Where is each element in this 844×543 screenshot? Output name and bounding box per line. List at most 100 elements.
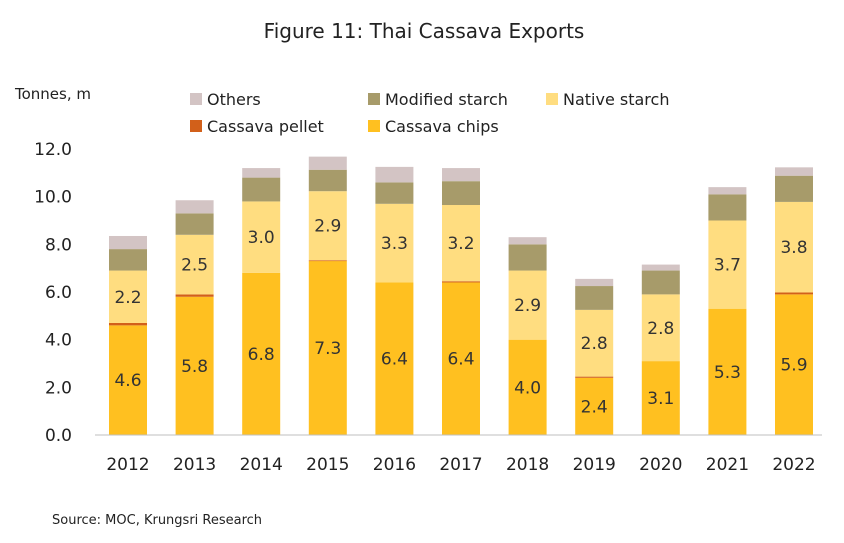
y-tick-label: 12.0 [34, 140, 72, 160]
legend-label-modified-starch: Modified starch [385, 90, 508, 109]
y-tick-label: 6.0 [45, 283, 72, 303]
bar-cassava-chips-2014 [242, 272, 281, 435]
bar-native-starch-2020 [641, 294, 680, 362]
x-tick-label: 2019 [573, 455, 616, 475]
bars [109, 156, 813, 435]
bar-modified-starch-2020 [641, 270, 680, 295]
data-label-native-starch-2018: 2.9 [514, 296, 541, 316]
legend-label-cassava-pellet: Cassava pellet [207, 117, 324, 136]
bar-others-2022 [775, 167, 813, 176]
bar-others-2014 [242, 168, 281, 178]
x-tick-label: 2022 [772, 455, 815, 475]
bar-others-2012 [109, 235, 147, 250]
data-label-native-starch-2019: 2.8 [581, 334, 608, 354]
data-label-cassava-chips-2012: 4.6 [114, 371, 141, 391]
bar-modified-starch-2018 [508, 244, 547, 271]
data-label-native-starch-2020: 2.8 [647, 319, 674, 339]
y-axis-unit-label: Tonnes, m [14, 85, 91, 103]
data-label-cassava-chips-2017: 6.4 [447, 350, 474, 370]
bar-cassava-chips-2018 [508, 339, 547, 435]
bar-native-starch-2016 [375, 203, 414, 283]
bar-others-2021 [708, 187, 747, 195]
data-label-native-starch-2013: 2.5 [181, 256, 208, 276]
bar-others-2017 [442, 168, 480, 182]
y-tick-label: 2.0 [45, 378, 72, 398]
legend-label-native-starch: Native starch [563, 90, 669, 109]
bar-cassava-chips-2012 [109, 325, 147, 435]
bar-modified-starch-2021 [708, 194, 747, 221]
data-label-native-starch-2014: 3.0 [248, 228, 275, 248]
data-label-cassava-chips-2019: 2.4 [581, 397, 608, 417]
bar-others-2020 [641, 264, 680, 271]
data-label-cassava-chips-2016: 6.4 [381, 350, 408, 370]
x-tick-label: 2018 [506, 455, 549, 475]
y-tick-label: 8.0 [45, 235, 72, 255]
y-tick-label: 10.0 [34, 188, 72, 208]
x-tick-label: 2015 [306, 455, 349, 475]
x-tick-label: 2020 [639, 455, 682, 475]
x-tick-label: 2013 [173, 455, 216, 475]
data-label-cassava-chips-2018: 4.0 [514, 378, 541, 398]
bar-cassava-pellet-2015 [308, 260, 347, 262]
bar-cassava-chips-2019 [575, 377, 614, 435]
x-tick-label: 2016 [373, 455, 416, 475]
data-label-native-starch-2017: 3.2 [447, 234, 474, 254]
chart-title: Figure 11: Thai Cassava Exports [264, 19, 585, 43]
legend-swatch-others [190, 93, 202, 105]
data-label-cassava-chips-2021: 5.3 [714, 363, 741, 383]
data-labels: 4.6 2.2 5.8 2.5 6.8 3.0 7.3 2.9 6.4 3.3 6.4 3.2 4.0 2… [114, 217, 807, 418]
bar-others-2013 [175, 200, 214, 214]
bar-cassava-chips-2015 [308, 261, 347, 435]
legend: Others Modified starch Native starch Cassav… [190, 90, 669, 136]
data-label-native-starch-2022: 3.8 [780, 238, 807, 258]
bar-native-starch-2022 [775, 201, 813, 293]
y-axis: 0.0 2.0 4.0 6.0 8.0 10.0 12.0 [34, 140, 72, 446]
bar-cassava-pellet-2022 [775, 292, 813, 295]
bar-native-starch-2014 [242, 201, 281, 273]
x-tick-label: 2014 [240, 455, 283, 475]
x-tick-label: 2021 [706, 455, 749, 475]
bar-modified-starch-2022 [775, 175, 813, 202]
bar-cassava-chips-2017 [442, 282, 480, 435]
bar-others-2015 [308, 156, 347, 170]
source-note: Source: MOC, Krungsri Research [52, 513, 262, 528]
bar-modified-starch-2017 [442, 181, 480, 206]
data-label-cassava-chips-2014: 6.8 [248, 345, 275, 365]
bar-cassava-pellet-2012 [109, 322, 147, 326]
data-label-native-starch-2016: 3.3 [381, 234, 408, 254]
bar-native-starch-2013 [175, 234, 214, 295]
bar-native-starch-2012 [109, 270, 147, 323]
bar-cassava-chips-2022 [775, 294, 813, 435]
bar-others-2018 [508, 237, 547, 245]
bar-modified-starch-2013 [175, 213, 214, 235]
bar-native-starch-2018 [508, 270, 547, 340]
bar-cassava-chips-2021 [708, 308, 747, 435]
bar-native-starch-2017 [442, 205, 480, 282]
data-label-cassava-chips-2020: 3.1 [647, 389, 674, 409]
x-tick-label: 2017 [439, 455, 482, 475]
bar-native-starch-2015 [308, 191, 347, 261]
bar-cassava-chips-2020 [641, 361, 680, 435]
bar-native-starch-2019 [575, 309, 614, 377]
bar-others-2016 [375, 166, 414, 183]
y-tick-label: 0.0 [45, 426, 72, 446]
bar-modified-starch-2015 [308, 169, 347, 192]
data-label-cassava-chips-2015: 7.3 [314, 339, 341, 359]
bar-others-2019 [575, 278, 614, 287]
legend-swatch-modified-starch [368, 93, 380, 105]
bar-cassava-pellet-2017 [442, 281, 480, 283]
data-label-native-starch-2015: 2.9 [314, 217, 341, 237]
bar-modified-starch-2019 [575, 286, 614, 310]
bar-cassava-pellet-2013 [175, 294, 214, 297]
bar-modified-starch-2016 [375, 182, 414, 204]
bar-cassava-chips-2016 [375, 282, 414, 435]
legend-label-cassava-chips: Cassava chips [385, 117, 499, 136]
data-label-native-starch-2012: 2.2 [114, 288, 141, 308]
bar-cassava-chips-2013 [175, 296, 214, 435]
x-axis: 2012 2013 2014 2015 2016 2017 2018 2019 2020 2021… [106, 455, 815, 475]
y-tick-label: 4.0 [45, 331, 72, 351]
data-label-cassava-chips-2013: 5.8 [181, 357, 208, 377]
data-label-cassava-chips-2022: 5.9 [780, 356, 807, 376]
x-tick-label: 2012 [106, 455, 149, 475]
bar-modified-starch-2012 [109, 249, 147, 271]
